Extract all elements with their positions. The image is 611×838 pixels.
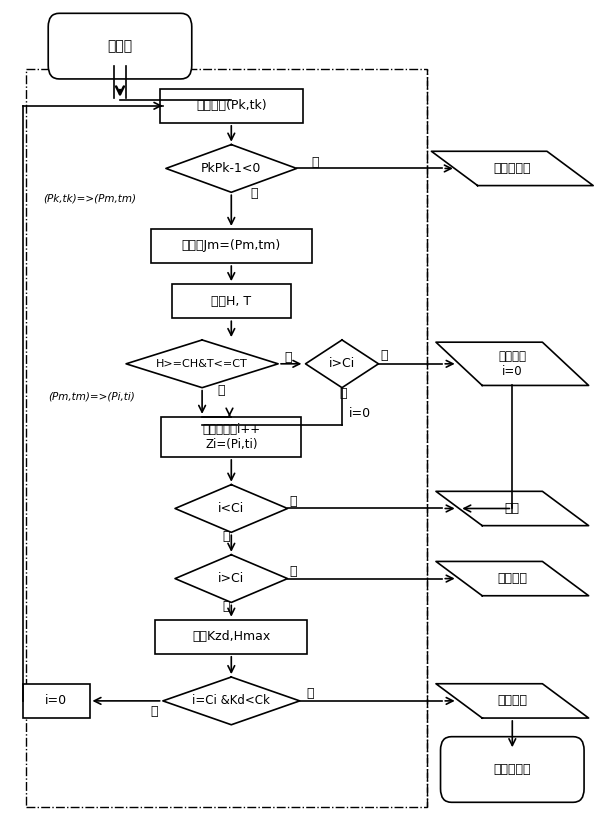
Text: 返回新状态: 返回新状态 [494, 763, 531, 776]
Text: 输入数据(Pk,tk): 输入数据(Pk,tk) [196, 99, 266, 112]
Polygon shape [431, 152, 593, 185]
Text: (Pk,tk)=>(Pm,tm): (Pk,tk)=>(Pm,tm) [43, 194, 136, 204]
Bar [151, 229, 312, 263]
Text: 振荡结束
i=0: 振荡结束 i=0 [499, 349, 526, 378]
Text: 是: 是 [251, 187, 258, 200]
Text: 保持原状态: 保持原状态 [494, 162, 531, 175]
Text: 是: 是 [380, 349, 388, 362]
Bar [172, 284, 291, 318]
Bar [161, 416, 301, 457]
Text: i>Ci: i>Ci [329, 357, 355, 370]
FancyBboxPatch shape [48, 13, 192, 79]
Text: 计算Kzd,Hmax: 计算Kzd,Hmax [192, 630, 271, 644]
Text: 振荡开始: 振荡开始 [497, 695, 527, 707]
Text: 是: 是 [218, 384, 225, 397]
Text: i=Ci &Kd<Ck: i=Ci &Kd<Ck [192, 695, 270, 707]
Bar [26, 69, 427, 807]
Text: 否: 否 [222, 600, 230, 613]
Text: i>Ci: i>Ci [218, 572, 244, 585]
Bar [160, 89, 303, 123]
Text: i=0: i=0 [45, 695, 67, 707]
Text: i=0: i=0 [349, 406, 371, 420]
Text: 否: 否 [284, 351, 291, 365]
Text: 计算H, T: 计算H, T [211, 295, 251, 308]
Polygon shape [175, 555, 288, 603]
Text: 原状态: 原状态 [108, 39, 133, 53]
Text: 正在振荡: 正在振荡 [497, 572, 527, 585]
Bar [155, 619, 307, 654]
Text: (Pm,tm)=>(Pi,ti): (Pm,tm)=>(Pi,ti) [48, 391, 135, 401]
FancyBboxPatch shape [441, 737, 584, 802]
Text: PkPk-1<0: PkPk-1<0 [201, 162, 262, 175]
Polygon shape [166, 145, 297, 192]
Text: 是: 是 [290, 566, 297, 578]
Text: i<Ci: i<Ci [218, 502, 244, 515]
Text: 否: 否 [151, 705, 158, 718]
Text: 否: 否 [340, 387, 347, 401]
Text: 否: 否 [312, 156, 319, 169]
Polygon shape [436, 561, 588, 596]
Polygon shape [163, 677, 300, 725]
Bar [23, 684, 90, 718]
Text: 是: 是 [307, 687, 314, 700]
Polygon shape [126, 340, 278, 388]
Text: 振荡极值点i++
Zi=(Pi,ti): 振荡极值点i++ Zi=(Pi,ti) [202, 423, 260, 451]
Polygon shape [436, 342, 588, 385]
Text: 止常: 止常 [505, 502, 520, 515]
Text: 否: 否 [222, 530, 230, 543]
Polygon shape [436, 684, 588, 718]
Text: H>=CH&T<=CT: H>=CH&T<=CT [156, 359, 248, 369]
Polygon shape [175, 484, 288, 532]
Polygon shape [306, 340, 378, 388]
Text: 是: 是 [290, 495, 297, 509]
Text: 极值点Jm=(Pm,tm): 极值点Jm=(Pm,tm) [181, 240, 281, 252]
Polygon shape [436, 491, 588, 525]
